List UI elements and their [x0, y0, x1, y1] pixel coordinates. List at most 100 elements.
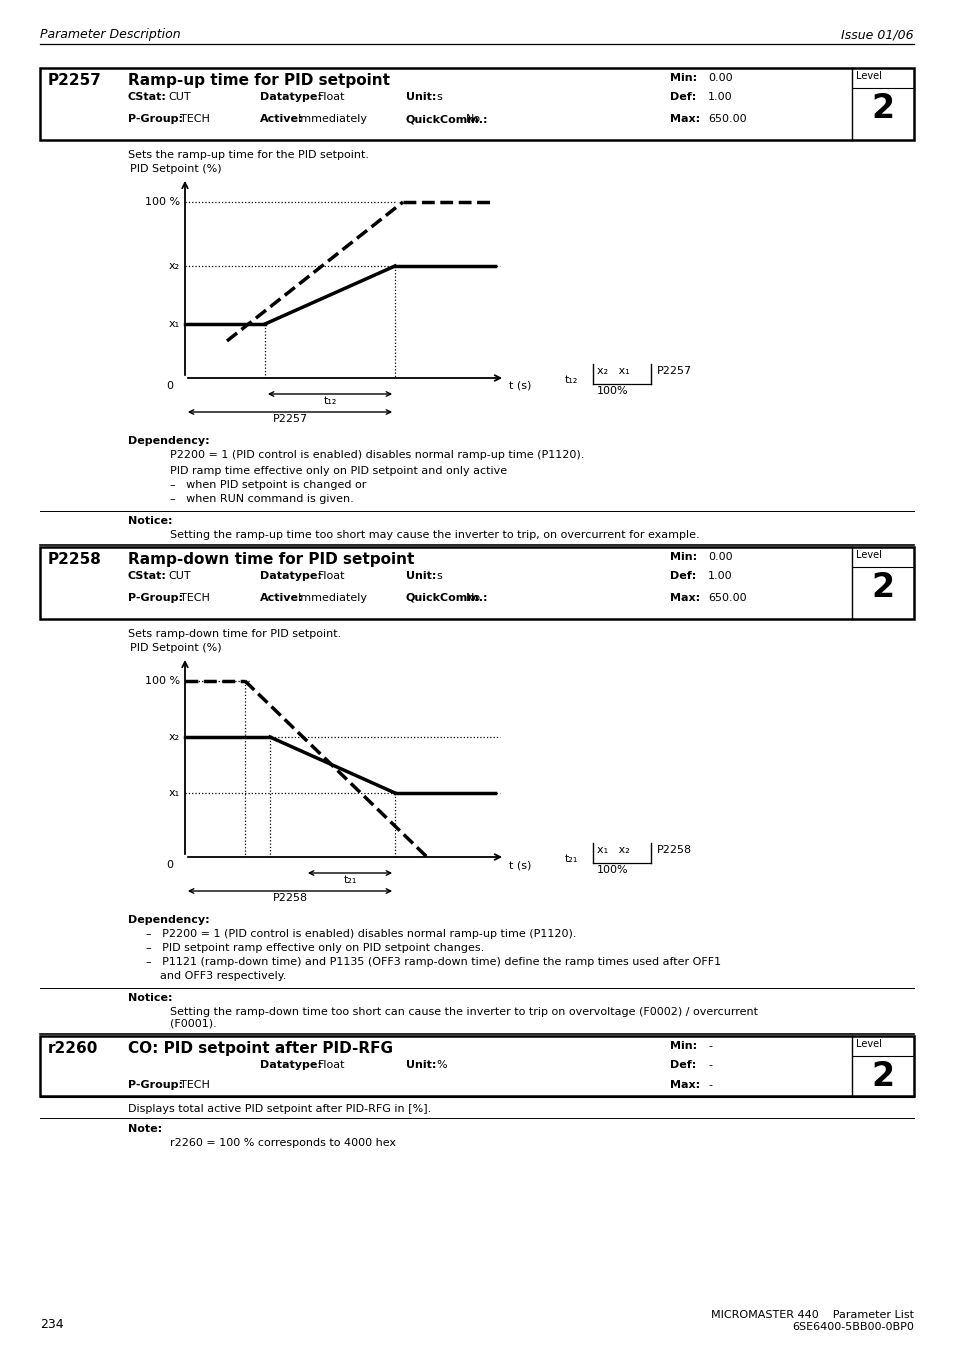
Text: Sets ramp-down time for PID setpoint.: Sets ramp-down time for PID setpoint. — [128, 630, 341, 639]
Text: No: No — [465, 593, 480, 603]
Text: x₂: x₂ — [169, 261, 180, 272]
Text: QuickComm.:: QuickComm.: — [406, 593, 488, 603]
Text: CUT: CUT — [168, 571, 191, 581]
Text: 2: 2 — [870, 571, 894, 604]
Text: x₁: x₁ — [169, 788, 180, 798]
Text: Notice:: Notice: — [128, 993, 172, 1002]
Text: P2257: P2257 — [657, 366, 691, 376]
Text: CUT: CUT — [168, 92, 191, 101]
Text: MICROMASTER 440    Parameter List: MICROMASTER 440 Parameter List — [710, 1310, 913, 1320]
Text: and OFF3 respectively.: and OFF3 respectively. — [160, 971, 286, 981]
Text: 1.00: 1.00 — [707, 571, 732, 581]
Text: Unit:: Unit: — [406, 1061, 436, 1070]
Text: P-Group:: P-Group: — [128, 1079, 183, 1090]
Text: Dependency:: Dependency: — [128, 436, 210, 446]
Text: Min:: Min: — [669, 553, 697, 562]
Text: Notice:: Notice: — [128, 516, 172, 526]
Text: Def:: Def: — [669, 1061, 696, 1070]
Text: P2257: P2257 — [48, 73, 102, 88]
Text: Issue 01/06: Issue 01/06 — [841, 28, 913, 41]
Text: 234: 234 — [40, 1319, 64, 1331]
Bar — [40, 547, 913, 619]
Text: Float: Float — [317, 571, 345, 581]
Text: –   P1121 (ramp-down time) and P1135 (OFF3 ramp-down time) define the ramp times: – P1121 (ramp-down time) and P1135 (OFF3… — [146, 957, 720, 967]
Text: Unit:: Unit: — [406, 92, 436, 101]
Text: QuickComm.:: QuickComm.: — [406, 113, 488, 124]
Text: r2260: r2260 — [48, 1042, 98, 1056]
Text: t₂₁: t₂₁ — [564, 854, 578, 865]
Text: TECH: TECH — [180, 113, 210, 124]
Text: 100%: 100% — [597, 865, 628, 875]
Text: Datatype:: Datatype: — [260, 1061, 321, 1070]
Text: Def:: Def: — [669, 92, 696, 101]
Text: 650.00: 650.00 — [707, 593, 746, 603]
Text: -: - — [707, 1061, 711, 1070]
Text: Level: Level — [855, 1039, 881, 1048]
Text: Setting the ramp-down time too short can cause the inverter to trip on overvolta: Setting the ramp-down time too short can… — [170, 1006, 758, 1017]
Text: P-Group:: P-Group: — [128, 593, 183, 603]
Text: Min:: Min: — [669, 1042, 697, 1051]
Text: s: s — [436, 571, 441, 581]
Text: 0.00: 0.00 — [707, 553, 732, 562]
Text: 1.00: 1.00 — [707, 92, 732, 101]
Text: No: No — [465, 113, 480, 124]
Text: Float: Float — [317, 92, 345, 101]
Text: 2: 2 — [870, 92, 894, 126]
Text: P-Group:: P-Group: — [128, 113, 183, 124]
Text: t (s): t (s) — [509, 381, 531, 390]
Text: 100 %: 100 % — [145, 197, 180, 207]
Text: 6SE6400-5BB00-0BP0: 6SE6400-5BB00-0BP0 — [791, 1323, 913, 1332]
Text: t₁₂: t₁₂ — [564, 376, 578, 385]
Text: –   when PID setpoint is changed or: – when PID setpoint is changed or — [170, 480, 366, 490]
Text: 0.00: 0.00 — [707, 73, 732, 82]
Text: –   PID setpoint ramp effective only on PID setpoint changes.: – PID setpoint ramp effective only on PI… — [146, 943, 484, 952]
Text: CStat:: CStat: — [128, 92, 167, 101]
Text: Def:: Def: — [669, 571, 696, 581]
Text: Unit:: Unit: — [406, 571, 436, 581]
Text: Immediately: Immediately — [297, 593, 368, 603]
Text: –   when RUN command is given.: – when RUN command is given. — [170, 494, 354, 504]
Text: Active:: Active: — [260, 113, 303, 124]
Text: Datatype:: Datatype: — [260, 92, 321, 101]
Text: Ramp-up time for PID setpoint: Ramp-up time for PID setpoint — [128, 73, 390, 88]
Text: x₂: x₂ — [169, 732, 180, 742]
Text: Parameter Description: Parameter Description — [40, 28, 180, 41]
Text: Ramp-down time for PID setpoint: Ramp-down time for PID setpoint — [128, 553, 414, 567]
Text: 0: 0 — [166, 861, 172, 870]
Text: x₁: x₁ — [169, 319, 180, 330]
Text: PID Setpoint (%): PID Setpoint (%) — [130, 643, 221, 653]
Bar — [40, 1036, 913, 1096]
Text: CO: PID setpoint after PID-RFG: CO: PID setpoint after PID-RFG — [128, 1042, 393, 1056]
Text: t₁₂: t₁₂ — [323, 396, 336, 407]
Text: P2200 = 1 (PID control is enabled) disables normal ramp-up time (P1120).: P2200 = 1 (PID control is enabled) disab… — [170, 450, 584, 459]
Text: CStat:: CStat: — [128, 571, 167, 581]
Text: TECH: TECH — [180, 1079, 210, 1090]
Text: x₁   x₂: x₁ x₂ — [597, 844, 629, 855]
Text: –   P2200 = 1 (PID control is enabled) disables normal ramp-up time (P1120).: – P2200 = 1 (PID control is enabled) dis… — [146, 929, 576, 939]
Text: Datatype:: Datatype: — [260, 571, 321, 581]
Text: PID Setpoint (%): PID Setpoint (%) — [130, 163, 221, 174]
Text: PID ramp time effective only on PID setpoint and only active: PID ramp time effective only on PID setp… — [170, 466, 507, 476]
Text: -: - — [707, 1042, 711, 1051]
Text: Dependency:: Dependency: — [128, 915, 210, 925]
Text: t₂₁: t₂₁ — [343, 875, 356, 885]
Text: Sets the ramp-up time for the PID setpoint.: Sets the ramp-up time for the PID setpoi… — [128, 150, 369, 159]
Text: -: - — [707, 1079, 711, 1090]
Text: P2258: P2258 — [273, 893, 307, 902]
Text: Setting the ramp-up time too short may cause the inverter to trip, on overcurren: Setting the ramp-up time too short may c… — [170, 530, 699, 540]
Text: Active:: Active: — [260, 593, 303, 603]
Text: P2257: P2257 — [273, 413, 307, 424]
Text: P2258: P2258 — [657, 844, 691, 855]
Text: Max:: Max: — [669, 113, 700, 124]
Text: Min:: Min: — [669, 73, 697, 82]
Text: Note:: Note: — [128, 1124, 162, 1133]
Text: 0: 0 — [166, 381, 172, 390]
Text: Immediately: Immediately — [297, 113, 368, 124]
Text: r2260 = 100 % corresponds to 4000 hex: r2260 = 100 % corresponds to 4000 hex — [170, 1138, 395, 1148]
Text: 100%: 100% — [597, 386, 628, 396]
Text: TECH: TECH — [180, 593, 210, 603]
Text: Level: Level — [855, 72, 881, 81]
Text: Level: Level — [855, 550, 881, 561]
Text: t (s): t (s) — [509, 861, 531, 870]
Text: 100 %: 100 % — [145, 676, 180, 686]
